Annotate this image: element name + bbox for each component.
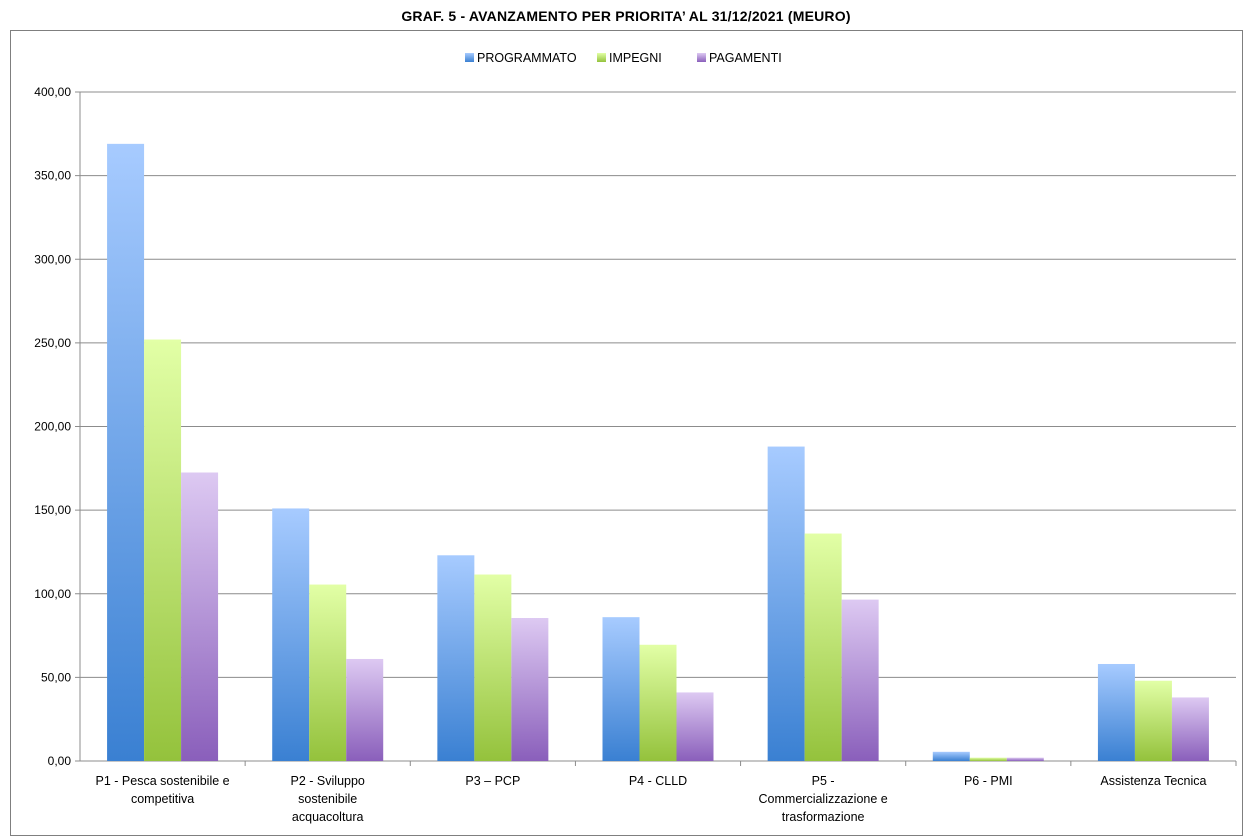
x-tick-label: P3 – PCP xyxy=(465,774,520,788)
bar-impegni xyxy=(969,757,1007,761)
x-tick-label: P5 - xyxy=(812,774,835,788)
bar-impegni xyxy=(1134,680,1172,761)
y-tick-label: 0,00 xyxy=(48,754,72,768)
y-tick-label: 100,00 xyxy=(34,587,71,601)
bar-impegni xyxy=(309,584,347,761)
y-tick-label: 350,00 xyxy=(34,169,71,183)
bar-programmato xyxy=(107,143,145,761)
y-tick-label: 50,00 xyxy=(41,670,71,684)
bar-impegni xyxy=(474,574,512,761)
bar-pagamenti xyxy=(1006,757,1044,761)
y-tick-label: 250,00 xyxy=(34,336,71,350)
bar-programmato xyxy=(602,617,640,761)
y-tick-label: 200,00 xyxy=(34,420,71,434)
bar-pagamenti xyxy=(346,658,384,761)
legend-label: PROGRAMMATO xyxy=(477,51,577,65)
bar-programmato xyxy=(932,751,970,761)
x-tick-label: acquacoltura xyxy=(292,810,364,824)
x-tick-label: Assistenza Tecnica xyxy=(1100,774,1206,788)
x-tick-label: P4 - CLLD xyxy=(629,774,687,788)
x-tick-label: trasformazione xyxy=(782,810,865,824)
legend-swatch xyxy=(465,53,474,62)
legend-swatch xyxy=(697,53,706,62)
x-tick-label: Commercializzazione e xyxy=(759,792,888,806)
bar-programmato xyxy=(767,446,805,761)
chart-frame xyxy=(10,30,1243,836)
bar-impegni xyxy=(144,339,182,761)
bar-programmato xyxy=(1097,663,1135,761)
x-tick-label: P1 - Pesca sostenibile e xyxy=(96,774,230,788)
y-tick-label: 400,00 xyxy=(34,85,71,99)
chart-title: GRAF. 5 - AVANZAMENTO PER PRIORITA’ AL 3… xyxy=(401,8,851,24)
bar-pagamenti xyxy=(1171,697,1209,761)
tick-labels: 0,00 50,00 100,00 150,00 200,00 250,00 300,00 3… xyxy=(34,85,1206,824)
y-tick-label: 150,00 xyxy=(34,503,71,517)
legend: PROGRAMMATO IMPEGNI PAGAMENTI xyxy=(465,51,782,65)
x-tick-label: P2 - Sviluppo xyxy=(291,774,365,788)
bar-impegni xyxy=(804,533,842,761)
bar-programmato xyxy=(437,555,475,761)
bar-pagamenti xyxy=(181,472,219,761)
bar-pagamenti xyxy=(841,599,879,761)
bar-pagamenti xyxy=(676,692,714,761)
bar-impegni xyxy=(639,644,677,761)
legend-label: PAGAMENTI xyxy=(709,51,782,65)
bars xyxy=(107,143,1209,761)
y-tick-label: 300,00 xyxy=(34,252,71,266)
legend-swatch xyxy=(597,53,606,62)
x-tick-label: competitiva xyxy=(131,792,194,806)
x-tick-label: sostenibile xyxy=(298,792,357,806)
x-tick-label: P6 - PMI xyxy=(964,774,1013,788)
bar-programmato xyxy=(272,508,310,761)
legend-label: IMPEGNI xyxy=(609,51,662,65)
bar-pagamenti xyxy=(511,618,549,761)
